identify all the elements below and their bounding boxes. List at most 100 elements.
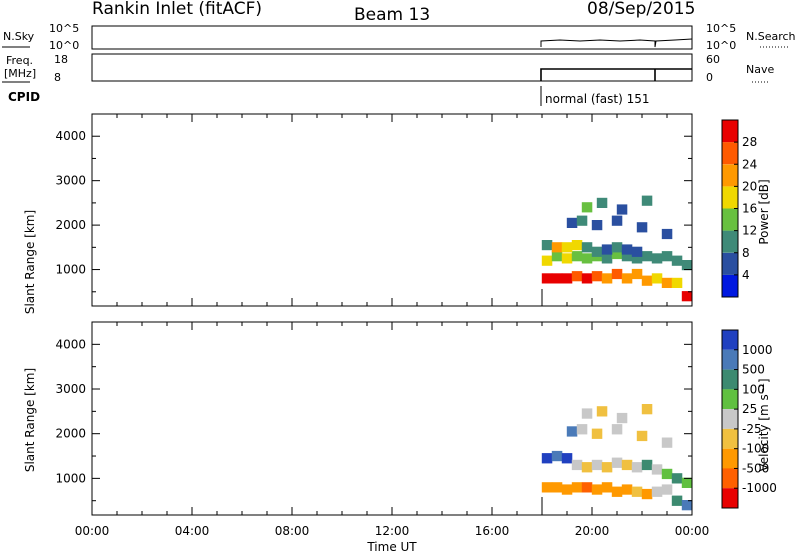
power-cell-33 — [571, 240, 583, 251]
velocity-cell-33 — [611, 424, 623, 435]
velocity-colorbar-swatch-7 — [722, 468, 738, 489]
power-cell-35 — [591, 246, 603, 257]
velocity-colorbar-tick-label-7: -1000 — [742, 481, 777, 495]
power-colorbar-swatch-6 — [722, 142, 738, 165]
power-ylabel: Slant Range [km] — [23, 210, 37, 314]
velocity-colorbar-swatch-4 — [722, 409, 738, 429]
power-cells — [541, 195, 693, 302]
power-colorbar-swatch-5 — [722, 164, 738, 187]
velocity-cell-17 — [561, 453, 573, 464]
velocity-cell-26 — [651, 464, 663, 475]
velocity-cell-25 — [641, 459, 653, 471]
velocity-ylabel: Slant Range [km] — [23, 368, 37, 472]
power-colorbar-tick-label-1: 8 — [742, 246, 750, 260]
power-ylabel-1000: 1000 — [55, 263, 86, 277]
cpid-row: CPID normal (fast) 151 — [8, 86, 649, 106]
time-tick-label-6: 00:00 — [675, 524, 710, 538]
power-colorbar-tick-label-0: 4 — [742, 268, 750, 282]
velocity-cell-28 — [671, 473, 683, 484]
power-colorbar-tick-label-3: 16 — [742, 202, 757, 216]
power-cell-43 — [611, 215, 623, 226]
power-cell-25 — [641, 251, 653, 262]
velocity-ylabel-4000: 4000 — [55, 337, 86, 351]
power-ylabel-4000: 4000 — [55, 129, 86, 143]
power-cell-30 — [541, 240, 553, 251]
freq-strip: Freq. [MHz] 18 8 60 0 Nave — [2, 53, 774, 84]
nave-label: Nave — [746, 63, 774, 76]
power-cell-18 — [571, 251, 583, 262]
velocity-cell-31 — [576, 424, 588, 435]
power-colorbar-label: Power [dB] — [757, 179, 771, 244]
power-cell-16 — [551, 251, 563, 262]
power-colorbar-tick-label-6: 28 — [742, 135, 757, 149]
velocity-cell-19 — [581, 462, 593, 473]
velocity-cell-38 — [641, 404, 653, 415]
velocity-cell-27 — [661, 468, 673, 480]
velocity-cell-30 — [566, 426, 578, 437]
velocity-cell-23 — [621, 459, 633, 471]
velocity-colorbar-tick-label-0: 1000 — [742, 343, 773, 357]
velocity-cells — [541, 404, 693, 511]
velocity-cell-39 — [661, 437, 673, 448]
power-cell-6 — [601, 273, 613, 284]
power-cell-46 — [596, 197, 608, 208]
velocity-colorbar-tick-label-2: 100 — [742, 382, 765, 396]
velocity-colorbar-tick-label-5: -100 — [742, 442, 769, 456]
power-cell-19 — [581, 253, 593, 264]
velocity-cell-20 — [591, 459, 603, 471]
power-cell-44 — [636, 222, 648, 233]
cpid-label: CPID — [8, 90, 40, 104]
velocity-colorbar-swatch-6 — [722, 448, 738, 469]
velocity-cell-22 — [611, 457, 623, 468]
power-cell-17 — [561, 253, 573, 264]
velocity-colorbar-swatch-2 — [722, 369, 738, 390]
velocity-colorbar-swatch-0 — [722, 330, 738, 350]
velocity-ylabel-2000: 2000 — [55, 427, 86, 441]
time-tick-label-5: 20:00 — [575, 524, 610, 538]
time-tick-label-0: 00:00 — [75, 524, 110, 538]
power-panel: 1000 2000 3000 4000 Slant Range [km] — [23, 113, 693, 314]
velocity-cell-37 — [616, 412, 628, 424]
power-cell-45 — [581, 202, 593, 213]
velocity-colorbar-tick-label-1: 500 — [742, 363, 765, 377]
power-cell-10 — [641, 275, 653, 286]
power-cell-26 — [651, 253, 663, 264]
power-colorbar-tick-label-2: 12 — [742, 224, 757, 238]
power-cell-27 — [661, 251, 673, 262]
velocity-cell-18 — [571, 459, 583, 471]
velocity-cell-13 — [671, 495, 683, 506]
time-axis-labels: 00:00 04:00 08:00 12:00 16:00 20:00 00:00 — [75, 524, 710, 538]
nsky-top: 10^5 — [49, 22, 79, 35]
velocity-ylabel-3000: 3000 — [55, 382, 86, 396]
power-cell-13 — [671, 277, 683, 288]
power-cell-39 — [631, 246, 643, 257]
power-colorbar-tick-label-4: 20 — [742, 179, 757, 193]
velocity-cell-5 — [591, 484, 603, 495]
power-cell-0 — [541, 273, 553, 284]
time-tick-label-4: 16:00 — [475, 524, 510, 538]
velocity-colorbar-swatch-3 — [722, 389, 738, 410]
power-cell-41 — [576, 215, 588, 226]
velocity-cell-32 — [591, 428, 603, 439]
beam-label: Beam 13 — [354, 5, 430, 25]
power-cell-14 — [681, 291, 693, 302]
power-colorbar-swatch-7 — [722, 120, 738, 143]
velocity-cell-12 — [661, 484, 673, 495]
power-cell-12 — [661, 277, 673, 288]
velocity-ylabel-1000: 1000 — [55, 471, 86, 485]
power-cell-2 — [561, 273, 573, 284]
velocity-cell-3 — [571, 482, 583, 493]
nsearch-top: 10^5 — [706, 22, 736, 35]
nave-top: 60 — [706, 53, 720, 66]
velocity-panel: 1000 2000 3000 4000 Slant Range [km] — [23, 321, 693, 516]
velocity-cell-2 — [561, 484, 573, 495]
power-cell-34 — [581, 242, 593, 253]
power-cell-22 — [611, 248, 623, 260]
power-cell-47 — [616, 204, 628, 215]
power-cell-9 — [631, 268, 643, 280]
mode-label: normal (fast) 151 — [545, 92, 649, 106]
time-tick-label-1: 04:00 — [175, 524, 210, 538]
station-title: Rankin Inlet (fitACF) — [92, 0, 262, 19]
velocity-cell-6 — [601, 482, 613, 493]
power-cell-48 — [641, 195, 653, 206]
